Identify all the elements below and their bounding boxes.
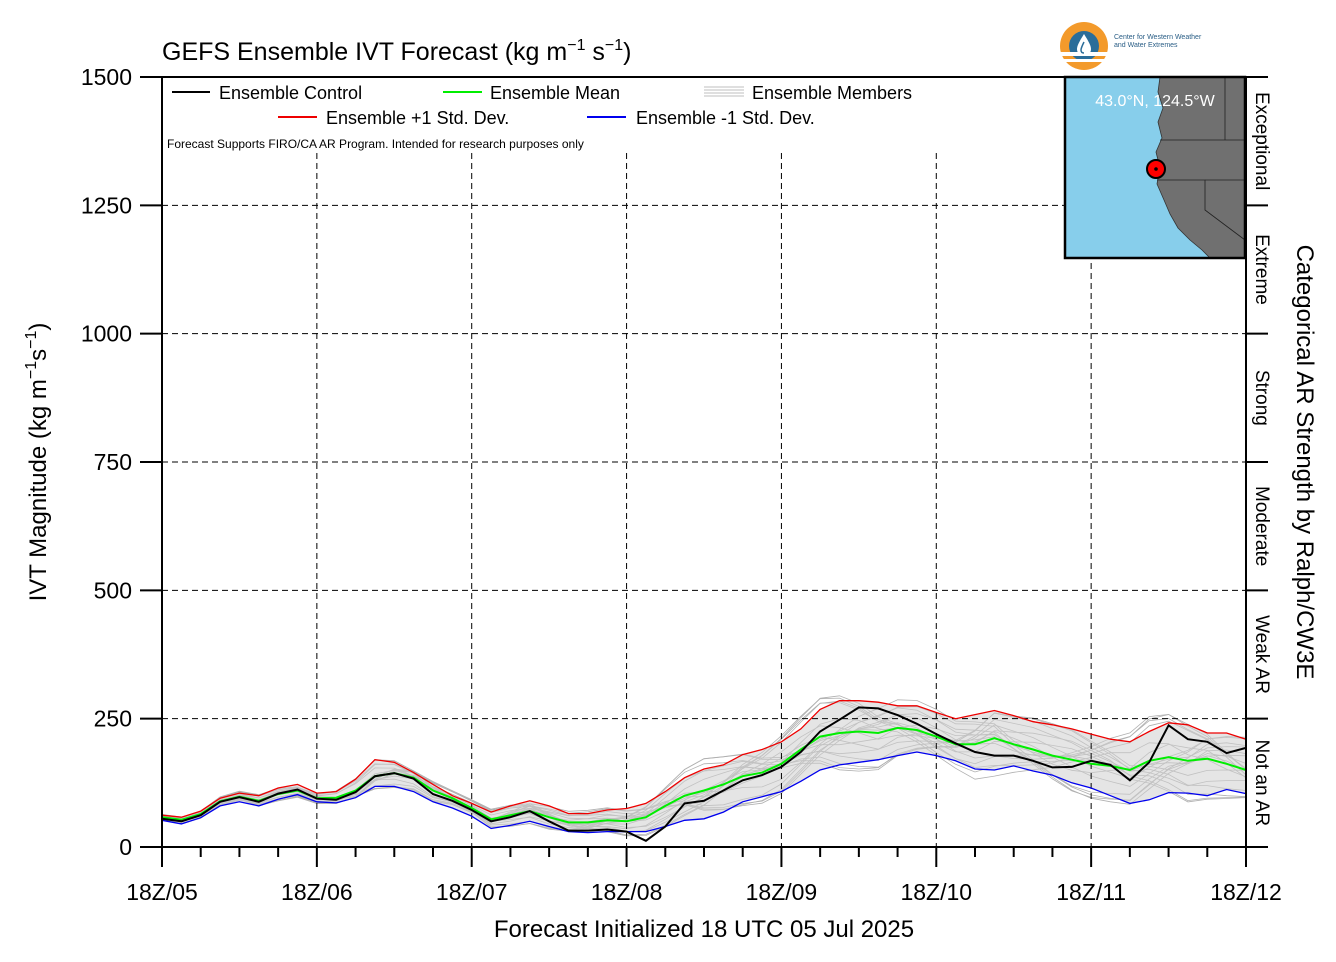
- ylabel-exp1: −1: [23, 361, 40, 379]
- ylabel-close: ): [25, 323, 52, 331]
- inset-map: 43.0°N, 124.5°W: [1063, 75, 1247, 260]
- y-tick-label: 1000: [81, 321, 132, 347]
- inset-coord-label: 43.0°N, 124.5°W: [1095, 93, 1215, 110]
- legend-label-control: Ensemble Control: [219, 83, 362, 103]
- y-tick-label: 250: [94, 706, 132, 732]
- x-tick-label: 18Z/09: [746, 879, 818, 905]
- ylabel-main: IVT Magnitude (kg m: [25, 379, 52, 601]
- logo-text-line1: Center for Western Weather: [1114, 34, 1202, 41]
- category-label: Exceptional: [1251, 92, 1272, 190]
- category-label: Weak AR: [1251, 615, 1272, 694]
- chart-title-s: s: [585, 38, 604, 66]
- x-axis: 18Z/05 18Z/06 18Z/07 18Z/08 18Z/09 18Z/10 18Z/…: [126, 847, 1282, 905]
- x-tick-label: 18Z/05: [126, 879, 198, 905]
- x-tick-label: 18Z/07: [436, 879, 508, 905]
- x-axis-label: Forecast Initialized 18 UTC 05 Jul 2025: [494, 916, 914, 943]
- cw3e-logo: [1060, 22, 1108, 70]
- series-lines: [161, 700, 1247, 842]
- y-tick-label: 500: [94, 577, 132, 603]
- category-label: Extreme: [1251, 234, 1272, 305]
- chart-title-close: ): [623, 38, 631, 66]
- y-tick-label: 1500: [81, 64, 132, 90]
- category-label: Not an AR: [1251, 740, 1272, 827]
- inset-state-border-2: [1157, 179, 1246, 241]
- chart-title-exp2: −1: [605, 37, 623, 54]
- y-axis: 0 250 500 750 1000 1250 1500: [81, 64, 162, 860]
- disclaimer-text: Forecast Supports FIRO/CA AR Program. In…: [167, 137, 584, 151]
- y-axis-label: IVT Magnitude (kg m−1s−1): [23, 323, 52, 602]
- category-label: Strong: [1251, 370, 1272, 426]
- logo-text-line2: and Water Extremes: [1114, 42, 1178, 49]
- x-tick-label: 18Z/12: [1210, 879, 1282, 905]
- legend: Ensemble Control Ensemble Mean Ensemble …: [167, 83, 912, 151]
- inset-frame: [1063, 75, 1247, 260]
- ar-category-axis: Not an AR Weak AR Moderate Strong Extreme Exc…: [1246, 76, 1272, 848]
- grid-lines: [162, 153, 1246, 847]
- legend-swatch-members: [704, 86, 744, 97]
- legend-label-minus-std: Ensemble -1 Std. Dev.: [636, 108, 815, 128]
- category-label: Moderate: [1251, 486, 1272, 566]
- x-tick-label: 18Z/06: [281, 879, 353, 905]
- inset-location-dot: [1154, 167, 1158, 171]
- legend-label-plus-std: Ensemble +1 Std. Dev.: [326, 108, 509, 128]
- chart-title-exp1: −1: [567, 37, 585, 54]
- x-tick-label: 18Z/11: [1056, 879, 1126, 905]
- legend-label-members: Ensemble Members: [752, 83, 912, 103]
- y-tick-label: 750: [94, 449, 132, 475]
- std-band: [162, 700, 1246, 833]
- right-axis-label: Categorical AR Strength by Ralph/CW3E: [1291, 245, 1318, 680]
- x-tick-label: 18Z/10: [900, 879, 972, 905]
- ylabel-s: s: [25, 349, 52, 361]
- ensemble-members: [161, 695, 1247, 837]
- chart-title: GEFS Ensemble IVT Forecast (kg m−1 s−1): [162, 37, 632, 66]
- series-line-ensemble-mean: [161, 726, 1247, 824]
- inset-land: [1155, 76, 1246, 259]
- chart-title-main: GEFS Ensemble IVT Forecast (kg m: [162, 38, 567, 66]
- legend-label-mean: Ensemble Mean: [490, 83, 620, 103]
- series-line-ensemble-1-std-dev-: [161, 700, 1247, 818]
- y-tick-label: 0: [119, 834, 132, 860]
- series-line-ensemble-control: [161, 706, 1247, 842]
- series-line-ensemble-1-std-dev-: [161, 751, 1247, 834]
- x-tick-label: 18Z/08: [591, 879, 663, 905]
- y-tick-label: 1250: [81, 192, 132, 218]
- logo-text: Center for Western Weather and Water Ext…: [1114, 34, 1201, 50]
- ylabel-exp2: −1: [23, 330, 40, 348]
